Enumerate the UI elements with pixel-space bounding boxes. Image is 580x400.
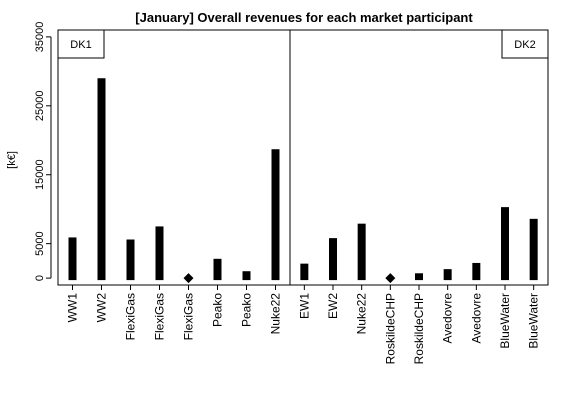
bar (242, 271, 251, 281)
x-tick-label: WW1 (66, 293, 80, 323)
x-tick-label: Peako (240, 293, 254, 327)
x-tick-label: FlexiGas (124, 293, 138, 340)
bar (97, 78, 106, 281)
bar (329, 238, 337, 281)
bar (68, 237, 77, 281)
x-tick-label: FlexiGas (153, 293, 167, 340)
x-tick-label: BlueWater (498, 293, 512, 349)
y-axis: 0 5000 15000 25000 35000 (34, 22, 52, 281)
y-tick-label: 25000 (34, 91, 46, 122)
bar (443, 269, 452, 281)
bar (271, 149, 280, 281)
bar (472, 262, 481, 281)
x-tick-label: Avedovre (441, 293, 455, 344)
bar (415, 273, 423, 281)
panel-dk2: DK2 EW1 EW2 Nuke22 RoskildeCHP RoskildeCHP Ave… (289, 29, 549, 364)
x-tick-label: RoskildeCHP (383, 293, 397, 364)
x-tick-label: EW2 (326, 293, 340, 319)
panel-label: DK1 (70, 39, 91, 51)
chart-panels: DK1 WW1 WW2 FlexiGas FlexiGas FlexiGas Peako Pe… (57, 29, 549, 364)
y-tick-label: 0 (34, 275, 46, 281)
y-tick-label: 35000 (34, 22, 46, 53)
bar (155, 226, 164, 281)
x-tick-label: Peako (211, 293, 225, 327)
bar (501, 207, 509, 281)
x-tick-label: Nuke22 (355, 293, 369, 335)
x-tick-label: RoskildeCHP (412, 293, 426, 364)
data-marker (385, 273, 396, 284)
data-marker (183, 273, 194, 284)
bar (529, 218, 538, 281)
bar (357, 223, 366, 281)
panel-label-box (501, 29, 549, 59)
x-tick-label: FlexiGas (182, 293, 196, 340)
x-tick-label: Avedovre (469, 293, 483, 344)
panel-frame (57, 29, 291, 286)
bar (213, 258, 222, 281)
chart-title: [January] Overall revenues for each mark… (135, 10, 473, 25)
panel-label: DK2 (514, 39, 535, 51)
y-axis-label: [k€] (6, 151, 18, 169)
panel-label-box (57, 29, 105, 59)
panel-frame (289, 29, 549, 286)
panel-dk1: DK1 WW1 WW2 FlexiGas FlexiGas FlexiGas Peako Pe… (57, 29, 291, 340)
bar (126, 239, 135, 281)
x-tick-label: WW2 (95, 293, 109, 323)
x-tick-label: Nuke22 (269, 293, 283, 335)
x-tick-label: EW1 (297, 293, 311, 319)
y-tick-label: 15000 (34, 159, 46, 190)
x-tick-label: BlueWater (527, 293, 541, 349)
y-tick-label: 5000 (34, 231, 46, 255)
bar (300, 263, 309, 281)
